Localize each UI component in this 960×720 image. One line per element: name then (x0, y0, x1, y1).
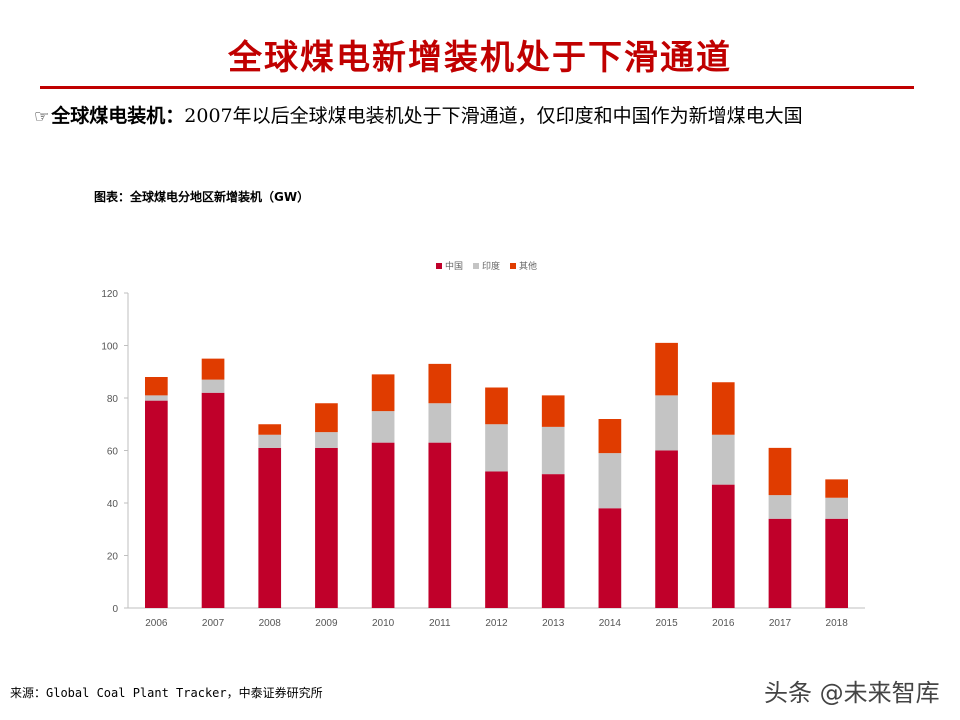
y-tick-label: 0 (112, 604, 118, 615)
bars (145, 342, 848, 608)
bar-segment-2009-中国 (315, 447, 338, 608)
bar-segment-2010-中国 (371, 442, 395, 608)
bar-segment-2006-印度 (145, 395, 168, 401)
chart-caption: 图表：全球煤电分地区新增装机（GW） (94, 190, 310, 204)
bar-segment-2016-中国 (711, 484, 735, 608)
bar-segment-2007-中国 (201, 392, 225, 608)
x-tick-label: 2016 (712, 618, 735, 629)
bar-segment-2008-印度 (258, 434, 282, 448)
bar-segment-2018-印度 (825, 497, 848, 519)
bar-segment-2012-中国 (485, 471, 508, 608)
y-axis: 0 20 40 60 80 100 120 (101, 289, 129, 615)
y-tick-label: 20 (107, 552, 119, 563)
y-tick-label: 100 (101, 342, 118, 353)
bar-segment-2014-其他 (598, 419, 622, 454)
bar-segment-2008-中国 (258, 447, 282, 608)
x-tick-label: 2011 (429, 618, 451, 629)
bar-segment-2012-其他 (485, 387, 508, 425)
bar-segment-2011-印度 (428, 403, 452, 443)
bar-segment-2010-印度 (371, 411, 395, 443)
bar-segment-2016-其他 (711, 382, 735, 435)
watermark: 头条 @未来智库 (764, 679, 940, 707)
bar-segment-2018-其他 (825, 479, 848, 498)
bar-segment-2009-其他 (315, 403, 338, 433)
y-tick-label: 80 (107, 394, 119, 405)
x-axis: 2006 2007 2008 2009 2010 2011 2012 2013 2014 2015… (128, 607, 865, 629)
x-tick-label: 2013 (542, 618, 565, 629)
bullet-lead: 全球煤电装机： (51, 105, 185, 127)
title-divider (40, 86, 914, 89)
slide-title: 全球煤电新增装机处于下滑通道 (228, 38, 732, 78)
bar-segment-2010-其他 (371, 374, 395, 412)
bar-segment-2014-印度 (598, 453, 622, 509)
bar-segment-2017-其他 (768, 447, 792, 496)
bar-segment-2013-中国 (541, 474, 565, 608)
bar-segment-2009-印度 (315, 432, 338, 448)
bar-segment-2018-中国 (825, 518, 848, 608)
bar-segment-2017-中国 (768, 518, 792, 608)
bar-segment-2011-中国 (428, 442, 452, 608)
bar-segment-2015-中国 (655, 450, 678, 608)
x-tick-label: 2018 (826, 618, 849, 629)
bar-segment-2015-其他 (655, 342, 678, 396)
x-tick-label: 2008 (259, 618, 282, 629)
x-tick-label: 2017 (769, 618, 792, 629)
legend-swatch (473, 263, 479, 269)
y-tick-label: 60 (107, 447, 119, 458)
x-tick-label: 2007 (202, 618, 225, 629)
bar-segment-2016-印度 (711, 434, 735, 485)
legend-label: 中国 (445, 260, 463, 272)
x-tick-label: 2015 (655, 618, 678, 629)
bar-segment-2012-印度 (485, 424, 508, 472)
y-tick-label: 120 (101, 289, 118, 300)
legend-swatch (510, 263, 516, 269)
y-tick-label: 40 (107, 499, 119, 510)
pointing-hand-icon: ☞ (34, 107, 50, 127)
legend-label: 印度 (482, 260, 500, 272)
x-tick-label: 2009 (315, 618, 338, 629)
bar-segment-2007-其他 (201, 358, 225, 380)
bar-segment-2008-其他 (258, 424, 282, 435)
bar-segment-2013-印度 (541, 426, 565, 475)
source-note: 来源：Global Coal Plant Tracker，中泰证券研究所 (10, 686, 323, 700)
bar-segment-2017-印度 (768, 495, 792, 519)
x-tick-label: 2006 (145, 618, 168, 629)
bar-segment-2015-印度 (655, 395, 678, 451)
bar-segment-2006-其他 (145, 377, 168, 396)
bar-segment-2013-其他 (541, 395, 565, 427)
x-tick-label: 2010 (372, 618, 395, 629)
legend-label: 其他 (519, 260, 537, 272)
bullet-point: ☞ 全球煤电装机：2007年以后全球煤电装机处于下滑通道，仅印度和中国作为新增煤电… (34, 101, 934, 128)
legend-swatch (436, 263, 442, 269)
bullet-text: 2007年以后全球煤电装机处于下滑通道，仅印度和中国作为新增煤电大国 (184, 105, 803, 127)
chart-legend: 中国 印度 其他 (436, 260, 537, 272)
x-tick-label: 2014 (599, 618, 622, 629)
bar-segment-2014-中国 (598, 508, 622, 608)
bar-segment-2007-印度 (201, 379, 225, 393)
x-tick-label: 2012 (485, 618, 508, 629)
bar-segment-2006-中国 (145, 400, 168, 608)
bar-segment-2011-其他 (428, 363, 452, 404)
